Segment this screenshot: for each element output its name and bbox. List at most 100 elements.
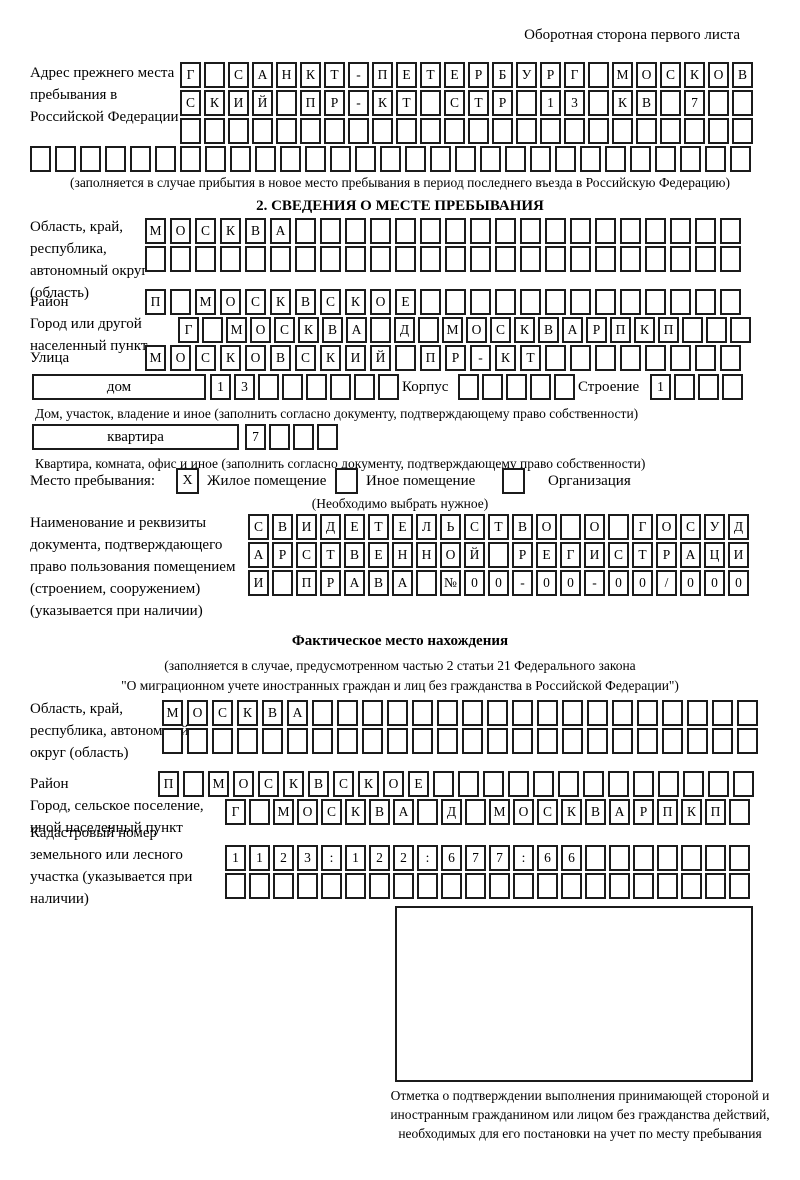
actual-location-caption-2: "О миграционном учете иностранных гражда…	[121, 678, 679, 693]
char-cell: М	[612, 62, 633, 88]
char-cell	[545, 218, 566, 244]
checkbox-residential[interactable]: X	[176, 468, 199, 494]
char-cell	[495, 289, 516, 315]
section2-title: 2. СВЕДЕНИЯ О МЕСТЕ ПРЕБЫВАНИЯ	[256, 198, 544, 214]
char-cell: 1	[650, 374, 671, 400]
doc-label: Наименование и реквизиты документа, подт…	[30, 515, 236, 619]
cadastral-row-2[interactable]	[225, 873, 750, 899]
char-cell	[272, 570, 293, 596]
char-cell: Е	[395, 289, 416, 315]
prev-address-row-4[interactable]	[30, 146, 751, 172]
char-cell: И	[728, 542, 749, 568]
char-cell: 2	[393, 845, 414, 871]
actual-location-caption-1: (заполняется в случае, предусмотренном ч…	[164, 658, 636, 673]
char-cell: В	[272, 514, 293, 540]
char-cell	[708, 771, 729, 797]
char-cell	[670, 218, 691, 244]
char-cell	[562, 728, 583, 754]
char-cell	[317, 424, 338, 450]
char-cell	[712, 728, 733, 754]
char-cell	[585, 845, 606, 871]
doc-row-3[interactable]: И П Р А В А № 0 0-0 0-0 0/0 0 0	[248, 570, 749, 596]
char-cell	[180, 146, 201, 172]
char-cell	[608, 514, 629, 540]
korpus-row[interactable]	[458, 374, 575, 400]
char-cell: Г	[564, 62, 585, 88]
char-cell	[348, 118, 369, 144]
char-cell	[445, 218, 466, 244]
char-cell	[512, 700, 533, 726]
char-cell: 1	[540, 90, 561, 116]
char-cell	[245, 246, 266, 272]
stay-type-note: (Необходимо выбрать нужное)	[311, 496, 489, 511]
char-cell: К	[345, 799, 366, 825]
char-cell	[580, 146, 601, 172]
char-cell	[637, 700, 658, 726]
char-cell	[720, 246, 741, 272]
char-cell	[80, 146, 101, 172]
char-cell: С	[296, 542, 317, 568]
char-cell	[170, 246, 191, 272]
char-cell: :	[321, 845, 342, 871]
char-cell: -	[584, 570, 605, 596]
checkbox-organization[interactable]	[502, 468, 525, 494]
apartment-row[interactable]: 7	[245, 424, 338, 450]
actual-location-title: Фактическое место нахождения	[291, 633, 509, 649]
stroenie-row[interactable]: 1	[650, 374, 743, 400]
char-cell	[295, 246, 316, 272]
char-cell	[655, 146, 676, 172]
char-cell: К	[681, 799, 702, 825]
char-cell	[489, 873, 510, 899]
char-cell	[537, 700, 558, 726]
char-cell: П	[658, 317, 679, 343]
char-cell	[416, 570, 437, 596]
char-cell	[480, 146, 501, 172]
char-cell: Й	[370, 345, 391, 371]
char-cell	[712, 700, 733, 726]
char-cell: А	[248, 542, 269, 568]
char-cell	[412, 728, 433, 754]
char-cell: К	[561, 799, 582, 825]
char-cell	[681, 845, 702, 871]
char-cell	[270, 246, 291, 272]
char-cell: И	[345, 345, 366, 371]
char-cell: Т	[324, 62, 345, 88]
char-cell	[657, 873, 678, 899]
char-cell: -	[348, 90, 369, 116]
char-cell: К	[298, 317, 319, 343]
char-cell: О	[440, 542, 461, 568]
char-cell: А	[680, 542, 701, 568]
char-cell	[495, 218, 516, 244]
char-cell	[737, 728, 758, 754]
char-cell: 2	[369, 845, 390, 871]
char-cell: П	[610, 317, 631, 343]
char-cell: Д	[320, 514, 341, 540]
prev-address-row-3[interactable]	[180, 118, 753, 144]
char-cell: М	[195, 289, 216, 315]
char-cell	[155, 146, 176, 172]
char-cell	[418, 317, 439, 343]
region-row-2[interactable]	[145, 246, 741, 272]
char-cell	[396, 118, 417, 144]
checkbox-other-premises[interactable]	[335, 468, 358, 494]
char-cell: М	[145, 218, 166, 244]
actual-region-row-2[interactable]	[162, 728, 758, 754]
char-cell	[370, 246, 391, 272]
char-cell	[570, 246, 591, 272]
char-cell: Л	[416, 514, 437, 540]
char-cell: К	[495, 345, 516, 371]
char-cell	[455, 146, 476, 172]
